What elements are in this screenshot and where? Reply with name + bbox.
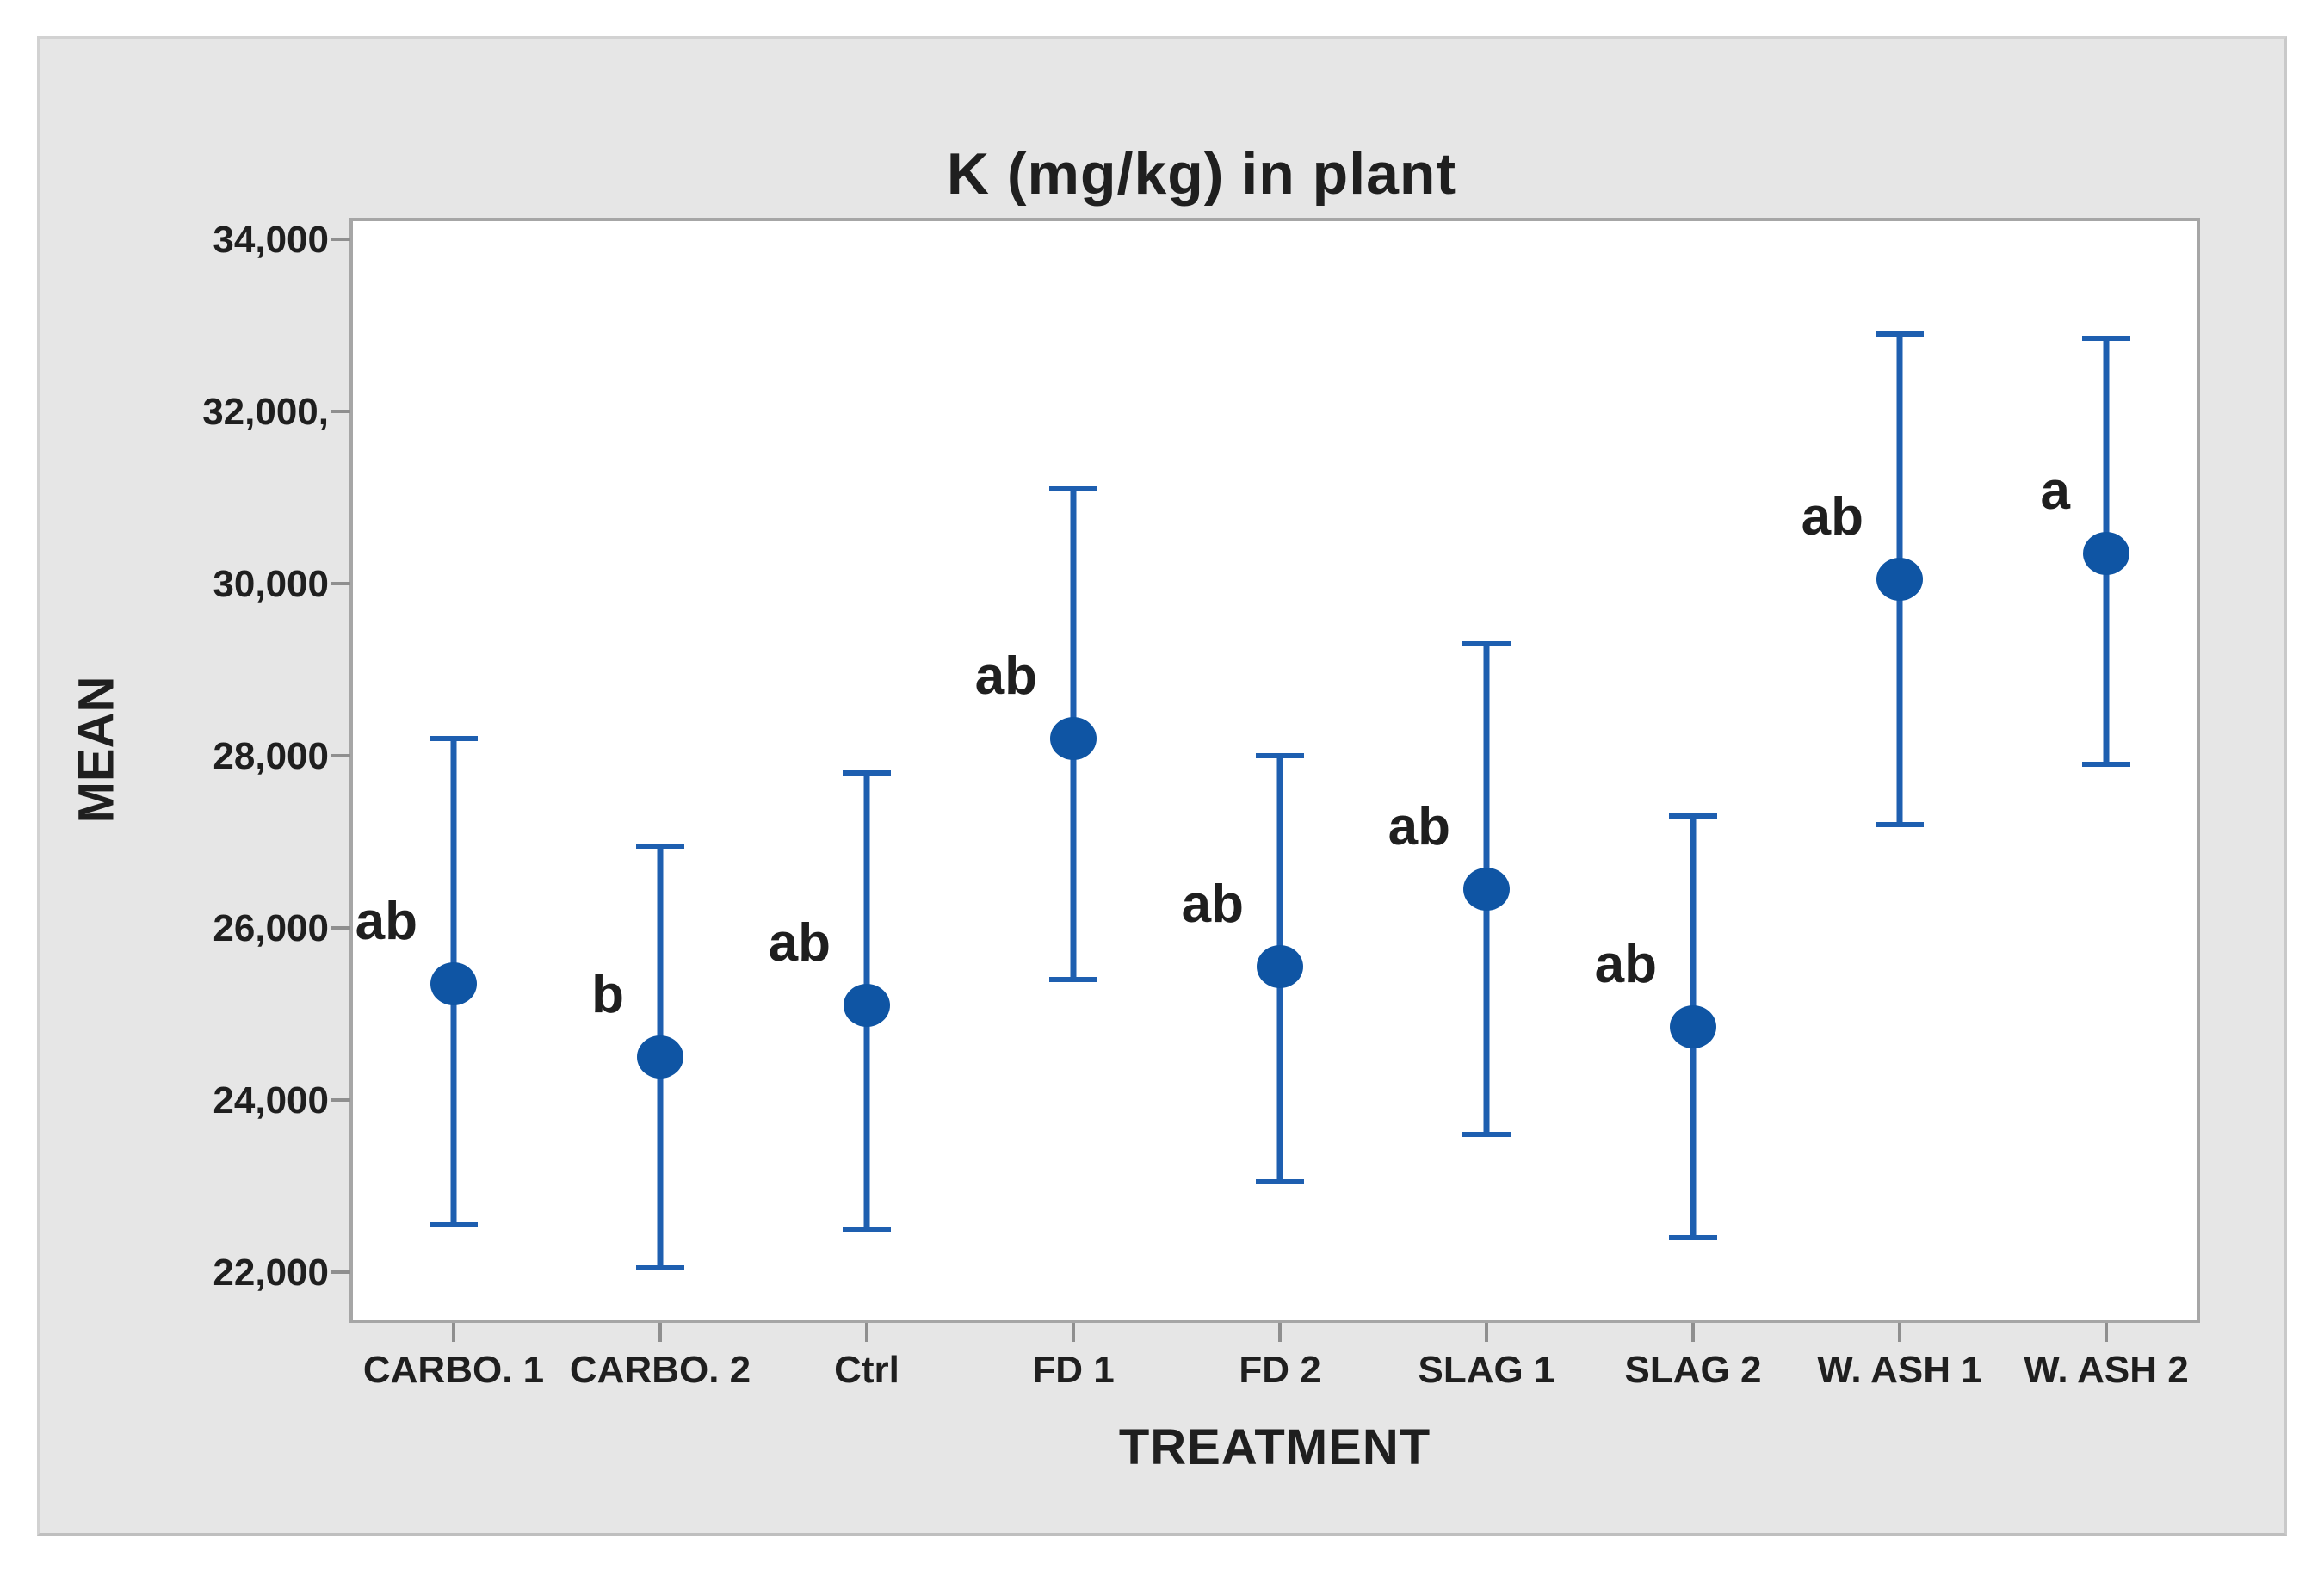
chart-title: K (mg/kg) in plant (946, 141, 1457, 207)
mean-marker (1257, 945, 1303, 988)
x-tick-label: W. ASH 2 (2024, 1349, 2189, 1391)
significance-letter: ab (355, 892, 417, 951)
y-tick-label: 24,000 (213, 1079, 329, 1122)
mean-marker (430, 962, 477, 1005)
mean-marker (2083, 532, 2129, 575)
significance-letter: b (591, 965, 624, 1024)
y-tick-label: 34,000 (213, 219, 329, 261)
mean-marker (844, 984, 890, 1027)
y-tick-label: 26,000 (213, 907, 329, 949)
significance-letter: ab (1595, 935, 1657, 994)
mean-marker (637, 1035, 683, 1079)
x-tick-label: SLAG 2 (1625, 1349, 1762, 1391)
significance-letter: ab (1388, 797, 1450, 856)
plot-area (349, 218, 2200, 1323)
significance-letter: ab (975, 646, 1037, 706)
mean-marker (1463, 868, 1510, 911)
significance-letter: a (2041, 461, 2071, 521)
significance-letter: ab (769, 913, 831, 973)
x-axis-title: TREATMENT (1118, 1419, 1431, 1475)
mean-marker (1050, 717, 1097, 760)
y-tick-label: 32,000, (202, 391, 329, 433)
x-tick-label: CARBO. 2 (570, 1349, 751, 1391)
significance-letter: ab (1802, 487, 1864, 547)
mean-marker (1876, 558, 1923, 601)
x-tick-label: CARBO. 1 (363, 1349, 544, 1391)
x-tick-label: FD 1 (1032, 1349, 1114, 1391)
y-tick-label: 30,000 (213, 563, 329, 605)
y-tick-label: 28,000 (213, 735, 329, 777)
x-tick-label: Ctrl (834, 1349, 899, 1391)
y-tick-label: 22,000 (213, 1252, 329, 1294)
x-tick-label: SLAG 1 (1419, 1349, 1555, 1391)
mean-marker (1670, 1005, 1716, 1048)
significance-letter: ab (1182, 875, 1244, 934)
x-tick-label: W. ASH 1 (1817, 1349, 1982, 1391)
x-tick-label: FD 2 (1239, 1349, 1320, 1391)
